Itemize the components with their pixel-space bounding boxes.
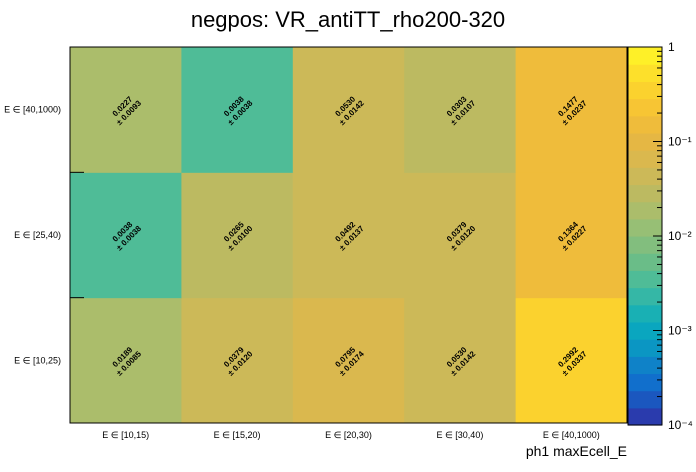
- heatmap-cell: [515, 47, 628, 173]
- heatmap-cells: [70, 47, 628, 424]
- colorbar-swatch: [628, 270, 662, 289]
- colorbar-swatch: [628, 47, 662, 65]
- colorbar-swatch: [628, 98, 662, 117]
- x-axis-ticks: E ∈ [10,15) E ∈ [15,20) E ∈ [20,30) E ∈ [30…: [102, 430, 599, 440]
- x-tick-label: E ∈ [10,15): [102, 430, 149, 440]
- chart-title: negpos: VR_antiTT_rho200-320: [191, 7, 505, 32]
- colorbar-swatch: [628, 201, 662, 220]
- colorbar-swatch: [628, 304, 662, 323]
- colorbar-tick-label: 10⁻⁴: [668, 418, 693, 432]
- heatmap-cell: [404, 297, 517, 424]
- heatmap-cell: [70, 172, 182, 299]
- heatmap-cell: [292, 297, 405, 424]
- colorbar-tick-label: 1: [668, 40, 675, 54]
- heatmap-cell: [292, 47, 405, 173]
- x-tick-label: E ∈ [40,1000): [543, 430, 600, 440]
- colorbar-swatch: [628, 253, 662, 271]
- heatmap-cell: [70, 47, 182, 173]
- colorbar-tick-label: 10⁻¹: [668, 135, 692, 149]
- heatmap-cell: [404, 172, 517, 299]
- heatmap-cell: [515, 297, 628, 424]
- colorbar-tick-label: 10⁻²: [668, 229, 692, 243]
- heatmap-cell: [404, 47, 517, 173]
- plot-frame: [69, 46, 628, 424]
- colorbar: 1 10⁻¹ 10⁻² 10⁻³ 10⁻⁴: [627, 40, 693, 432]
- colorbar-swatch: [628, 167, 662, 186]
- colorbar-tick-label: 10⁻³: [668, 324, 692, 338]
- colorbar-swatch: [628, 287, 662, 306]
- colorbar-swatch: [628, 132, 662, 151]
- colorbar-swatch: [628, 81, 662, 100]
- colorbar-swatch: [628, 236, 662, 254]
- heatmap-cell: [292, 172, 405, 299]
- y-axis-ticks: E ∈ [10,25) E ∈ [25,40) E ∈ [40,1000): [4, 105, 84, 365]
- colorbar-swatch: [628, 407, 662, 426]
- colorbar-swatch: [628, 339, 662, 357]
- x-tick-label: E ∈ [15,20): [214, 430, 261, 440]
- heatmap-cell: [70, 297, 182, 424]
- colorbar-swatch: [628, 64, 662, 82]
- colorbar-swatch: [628, 390, 662, 409]
- x-axis-title: ph1 maxEcell_E: [526, 443, 627, 459]
- heatmap-cell: [181, 172, 294, 299]
- colorbar-swatch: [628, 218, 662, 237]
- y-tick-label: E ∈ [25,40): [14, 230, 61, 240]
- x-tick-label: E ∈ [30,40): [436, 430, 483, 440]
- colorbar-swatch: [628, 115, 662, 134]
- colorbar-swatch: [628, 321, 662, 340]
- colorbar-swatch: [628, 150, 662, 168]
- y-tick-label: E ∈ [40,1000): [4, 105, 61, 115]
- y-tick-label: E ∈ [10,25): [14, 355, 61, 365]
- colorbar-swatch: [628, 373, 662, 392]
- heatmap-cell: [181, 297, 294, 424]
- heatmap-cell: [181, 47, 294, 173]
- colorbar-swatch: [628, 356, 662, 375]
- colorbar-swatch: [628, 184, 662, 203]
- x-tick-label: E ∈ [20,30): [325, 430, 372, 440]
- heatmap-cell: [515, 172, 628, 299]
